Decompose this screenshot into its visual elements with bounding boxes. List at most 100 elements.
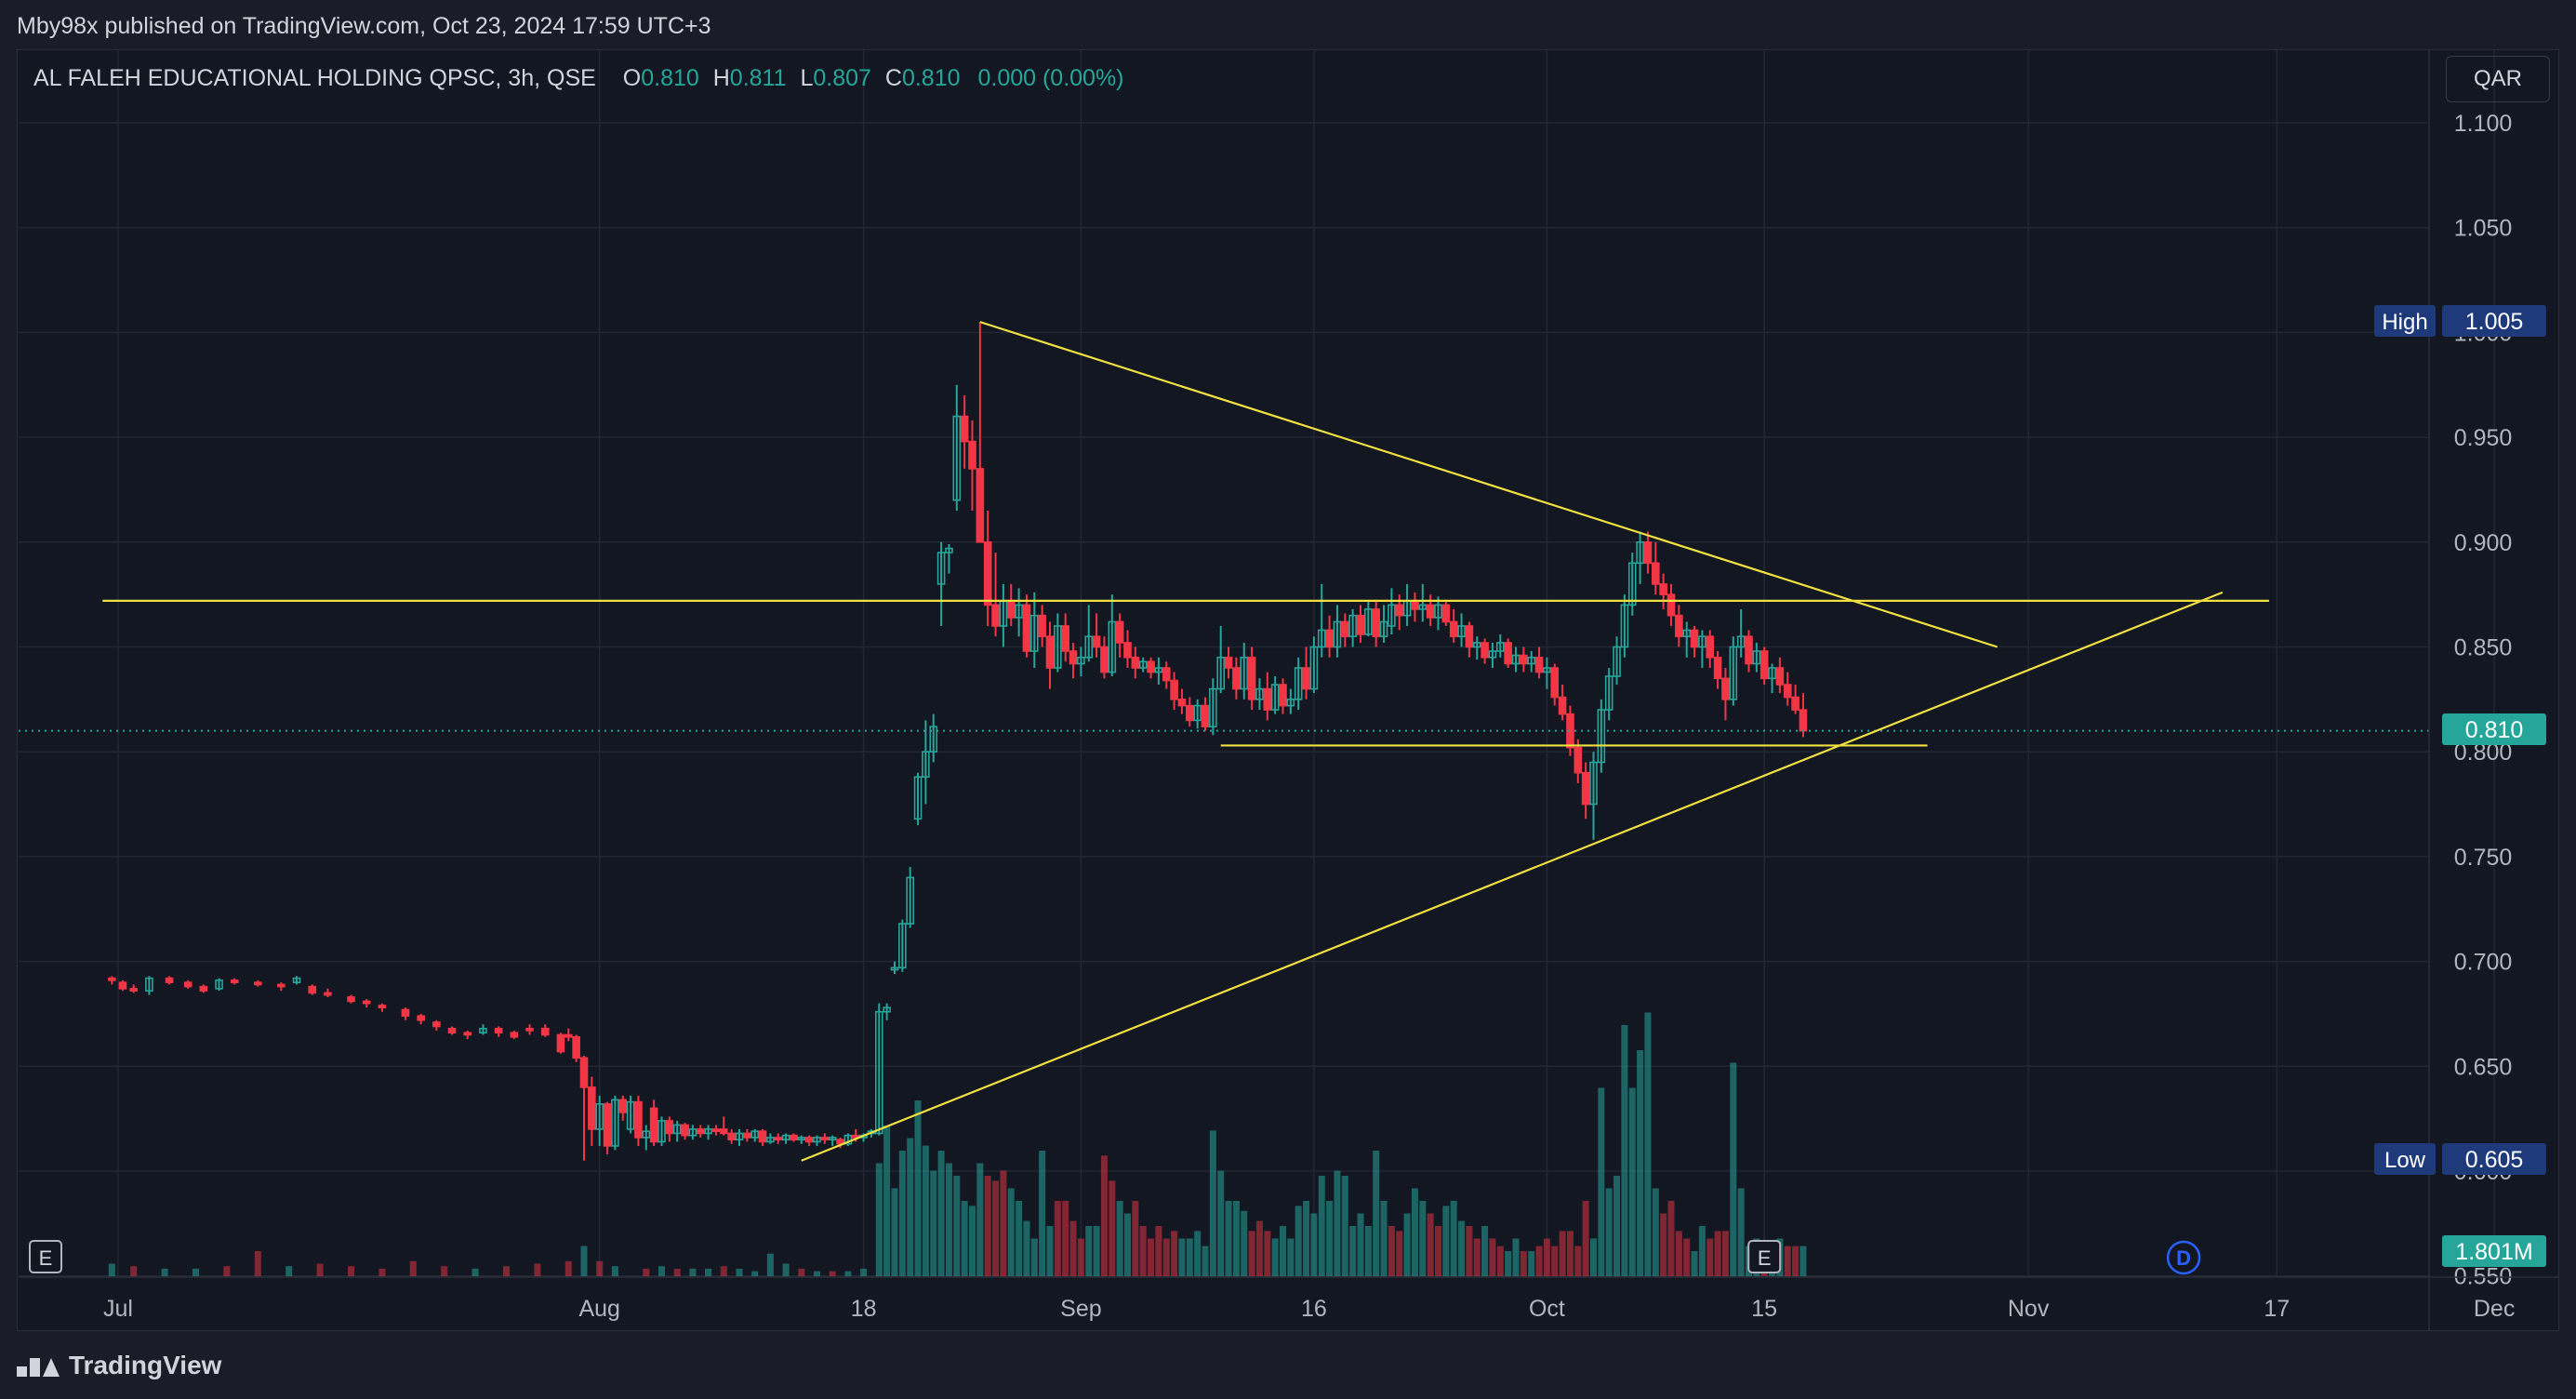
candle-body	[945, 547, 953, 553]
chart-pane[interactable]	[17, 49, 2559, 1331]
candle-body	[1573, 746, 1583, 774]
candle-body	[968, 440, 976, 470]
low-badge	[2442, 1143, 2546, 1175]
candle-body	[1597, 709, 1606, 764]
candle-body	[672, 1124, 682, 1135]
trend-line	[979, 321, 1998, 648]
volume-bar	[1318, 1176, 1325, 1276]
volume-bar	[829, 1271, 836, 1276]
volume-bar	[1334, 1170, 1341, 1276]
volume-bar	[1232, 1201, 1240, 1276]
candle-body	[253, 981, 262, 986]
candle-body	[595, 1103, 604, 1130]
volume-bar	[673, 1268, 681, 1276]
candle-body	[362, 1000, 371, 1005]
candle-body	[1108, 620, 1117, 673]
volume-bar	[1255, 1220, 1263, 1276]
candle-body	[1627, 562, 1637, 606]
tradingview-logo[interactable]: TradingView	[17, 1351, 221, 1380]
candle-body	[129, 988, 138, 992]
volume-bar	[503, 1266, 510, 1276]
candle-body	[1613, 646, 1621, 677]
candle-body	[1706, 635, 1715, 659]
candle-body	[564, 1033, 573, 1038]
volume-bar	[1217, 1170, 1225, 1276]
candle-body	[657, 1120, 666, 1143]
candle-body	[1768, 667, 1776, 680]
candle-body	[727, 1132, 736, 1140]
volume-bar	[1598, 1087, 1605, 1276]
volume-bar	[285, 1266, 293, 1276]
volume-bar	[1303, 1201, 1310, 1276]
time-axis: JulAug18Sep16Oct15Nov17Dec16202515Feb	[19, 1276, 2559, 1322]
candle-body	[696, 1128, 705, 1135]
candle-body	[1736, 635, 1746, 648]
candle-body	[1449, 620, 1458, 638]
candle-body	[1015, 604, 1023, 619]
candle-body	[1643, 540, 1653, 565]
volume-bar	[1784, 1246, 1791, 1276]
volume-bar	[161, 1268, 168, 1276]
volume-bar	[1675, 1231, 1682, 1276]
candle-body	[719, 1128, 728, 1135]
candle-body	[1201, 704, 1210, 727]
candle-body	[1162, 667, 1171, 682]
candle-body	[1270, 684, 1280, 711]
volume-bar	[1582, 1201, 1589, 1276]
candle-body	[1550, 667, 1560, 699]
candle-body	[1356, 614, 1365, 635]
volume-value: 1.801M	[2455, 1239, 2532, 1265]
volume-bar	[1427, 1213, 1434, 1276]
volume-bar	[193, 1268, 199, 1276]
volume-bar	[1241, 1210, 1248, 1276]
candle-body	[936, 552, 946, 585]
candle-body	[1434, 604, 1442, 619]
volume-bar	[1396, 1231, 1403, 1276]
time-tick-label: Dec	[2474, 1296, 2515, 1322]
candle-body	[1543, 667, 1551, 673]
volume-bar	[1667, 1201, 1675, 1276]
symbol-legend: AL FALEH EDUCATIONAL HOLDING QPSC, 3h, Q…	[33, 65, 1124, 92]
candle-body	[572, 1035, 580, 1059]
volume-bar	[1489, 1238, 1496, 1276]
volume-bar	[1792, 1246, 1799, 1276]
candle-body	[898, 923, 907, 969]
currency-button[interactable]: QAR	[2446, 56, 2550, 102]
candle-body	[145, 977, 153, 992]
volume-bar	[1225, 1201, 1232, 1276]
candle-body	[688, 1128, 697, 1137]
candle-body	[1054, 625, 1062, 669]
candle-body	[540, 1027, 550, 1036]
volume-badge	[2442, 1235, 2546, 1267]
volume-bar	[580, 1246, 588, 1276]
volume-bar	[1000, 1170, 1007, 1276]
candle-body	[1216, 656, 1225, 690]
candle-body	[1441, 604, 1451, 623]
candle-body	[1675, 614, 1683, 638]
candle-body	[750, 1130, 760, 1139]
candle-body	[1263, 687, 1272, 711]
candle-body	[1604, 675, 1613, 711]
candle-body	[1341, 620, 1349, 638]
candle-body	[1286, 699, 1295, 707]
candle-body	[836, 1139, 844, 1145]
candle-body	[1745, 635, 1753, 665]
volume-bar	[1450, 1201, 1457, 1276]
price-tick-label: 1.050	[2454, 216, 2513, 242]
price-axis: 1.1001.0501.0000.9500.9000.8500.8000.750…	[2428, 50, 2513, 1330]
candle-body	[417, 1015, 425, 1021]
last-price-value: 0.810	[2465, 717, 2524, 743]
volume-bar	[1496, 1246, 1504, 1276]
high-key: H	[712, 65, 730, 91]
volume-bar	[782, 1263, 790, 1276]
volume-bar	[1799, 1246, 1807, 1276]
volume-bar	[471, 1268, 479, 1276]
low-key: L	[800, 65, 814, 91]
close-key: C	[884, 65, 902, 91]
volume-bar	[883, 1126, 891, 1276]
candle-body	[1317, 629, 1326, 648]
candle-body	[1138, 660, 1148, 669]
volume-bar	[1721, 1231, 1729, 1276]
volume-bar	[643, 1268, 650, 1276]
